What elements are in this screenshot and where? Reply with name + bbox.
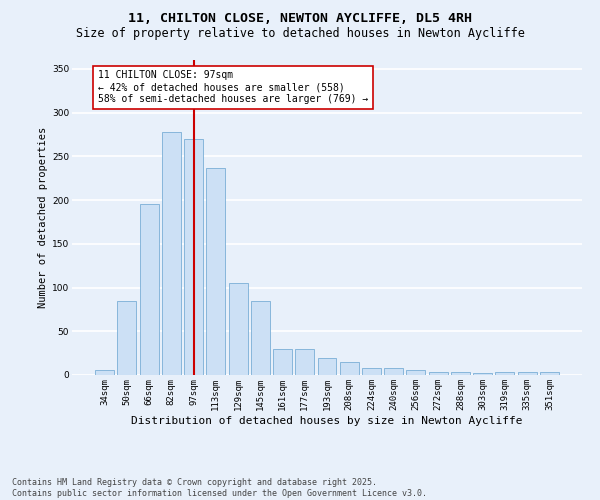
Bar — [340, 362, 359, 375]
Bar — [451, 372, 470, 375]
Bar — [162, 132, 181, 375]
Bar — [496, 372, 514, 375]
Text: 11, CHILTON CLOSE, NEWTON AYCLIFFE, DL5 4RH: 11, CHILTON CLOSE, NEWTON AYCLIFFE, DL5 … — [128, 12, 472, 26]
Text: Contains HM Land Registry data © Crown copyright and database right 2025.
Contai: Contains HM Land Registry data © Crown c… — [12, 478, 427, 498]
Bar — [362, 368, 381, 375]
X-axis label: Distribution of detached houses by size in Newton Aycliffe: Distribution of detached houses by size … — [131, 416, 523, 426]
Bar — [273, 349, 292, 375]
Bar — [295, 349, 314, 375]
Bar — [540, 372, 559, 375]
Bar — [184, 138, 203, 375]
Bar — [317, 358, 337, 375]
Bar — [118, 300, 136, 375]
Bar — [206, 168, 225, 375]
Bar — [384, 368, 403, 375]
Bar — [229, 283, 248, 375]
Y-axis label: Number of detached properties: Number of detached properties — [38, 127, 48, 308]
Bar — [251, 300, 270, 375]
Text: Size of property relative to detached houses in Newton Aycliffe: Size of property relative to detached ho… — [76, 28, 524, 40]
Bar — [140, 204, 158, 375]
Bar — [406, 370, 425, 375]
Bar — [473, 373, 492, 375]
Text: 11 CHILTON CLOSE: 97sqm
← 42% of detached houses are smaller (558)
58% of semi-d: 11 CHILTON CLOSE: 97sqm ← 42% of detache… — [98, 70, 368, 104]
Bar — [429, 372, 448, 375]
Bar — [95, 370, 114, 375]
Bar — [518, 372, 536, 375]
